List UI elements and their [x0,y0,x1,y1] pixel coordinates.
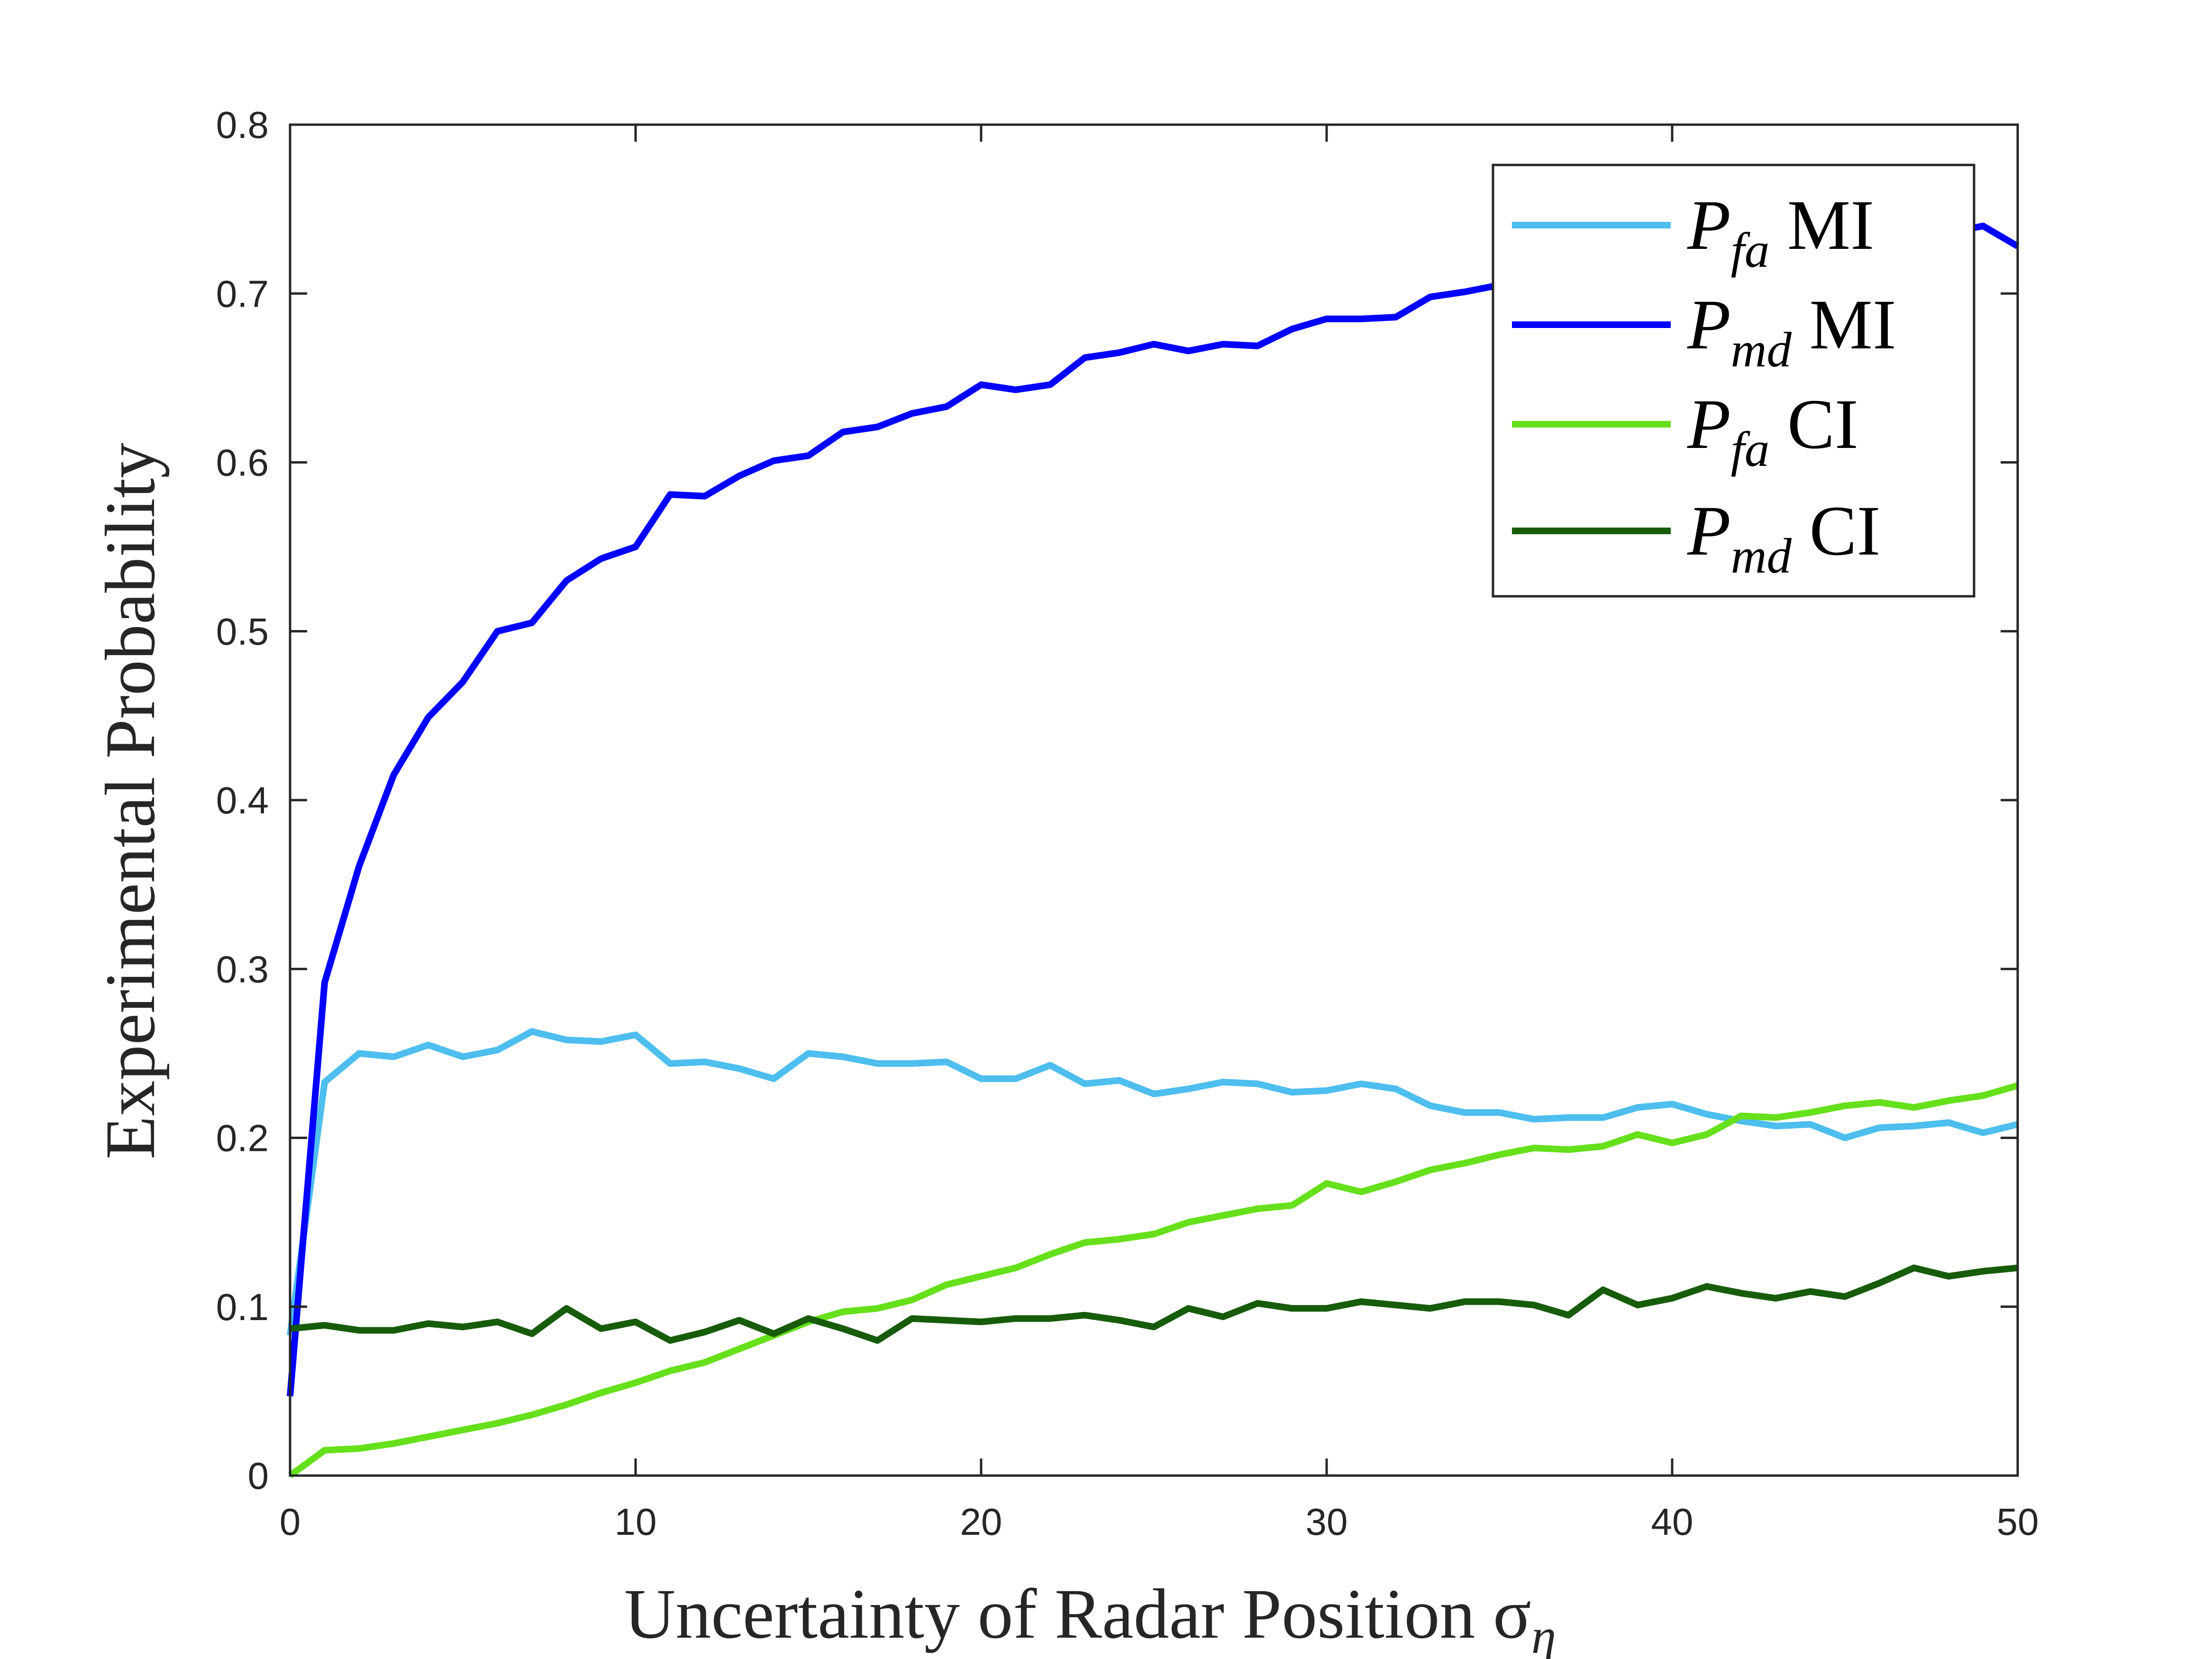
series-line-md-ci [290,1264,2018,1344]
y-tick-label: 0.2 [216,1117,269,1159]
y-axis-title: Experimental Probability [91,443,170,1159]
tick-layer: 0 10 20 30 40 50 0 0.1 0.2 0.3 0.4 0.5 0.6 0.7 0.8 [216,104,2039,1543]
legend-box [1492,164,1975,598]
y-tick-label: 0.3 [216,948,269,990]
y-tick-label: 0.8 [216,104,269,146]
legend-label: Pmd CI [1687,492,1880,583]
legend-label: Pfa CI [1687,385,1858,477]
x-tick-label: 50 [1997,1501,2039,1543]
y-tick-label: 0.7 [216,273,269,315]
y-tick-label: 0.6 [216,442,269,484]
legend-label: Pfa MI [1687,186,1874,278]
x-tick-label: 10 [615,1501,657,1543]
x-tick-label: 0 [280,1501,301,1543]
x-tick-label: 40 [1651,1501,1693,1543]
y-tick-label: 0.1 [216,1286,269,1328]
x-axis-title: Uncertainty of Radar Position ση [624,1575,1556,1659]
series-line-fa-ci [288,1082,2019,1478]
x-tick-label: 30 [1306,1501,1348,1543]
y-tick-label: 0.4 [216,779,269,821]
legend-label: Pmd MI [1687,285,1896,377]
x-tick-label: 20 [960,1501,1002,1543]
y-tick-label: 0 [248,1455,269,1497]
y-tick-label: 0.5 [216,611,269,653]
